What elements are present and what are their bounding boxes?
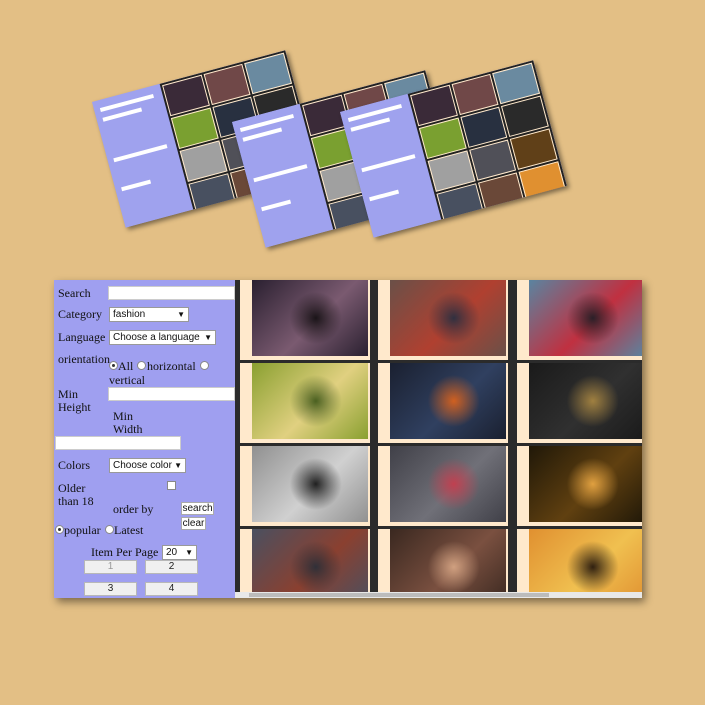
- older-label-2: than 18: [58, 494, 94, 508]
- chevron-down-icon: ▼: [204, 333, 212, 342]
- gallery-cell[interactable]: [517, 280, 642, 360]
- gallery-cell[interactable]: [517, 529, 642, 598]
- orientation-all-radio[interactable]: [109, 361, 118, 370]
- older-than-18-checkbox[interactable]: [167, 481, 176, 490]
- image-gallery: [235, 280, 642, 598]
- gallery-cell[interactable]: [240, 446, 370, 526]
- image-search-app: Search Category fashion ▼ Language Choos…: [54, 280, 642, 598]
- search-label: Search: [58, 286, 91, 300]
- orientation-horizontal-radio[interactable]: [137, 361, 146, 370]
- gallery-image-rolled-ties-closeup[interactable]: [529, 280, 642, 356]
- order-popular-radio[interactable]: [55, 525, 64, 534]
- page-button-2[interactable]: 2: [145, 560, 198, 574]
- gallery-image-woman-hair-black-white[interactable]: [252, 446, 368, 522]
- gallery-image-camera-and-ties[interactable]: [252, 529, 368, 598]
- gallery-cell[interactable]: [240, 280, 370, 360]
- orientation-label: orientation: [58, 352, 110, 366]
- min-width-label-2: Width: [113, 422, 143, 436]
- gallery-image-golden-ring-on-dark[interactable]: [529, 363, 642, 439]
- search-input[interactable]: [108, 286, 235, 300]
- order-latest-label: Latest: [114, 523, 144, 537]
- orientation-all-label: All: [118, 359, 134, 373]
- gallery-cell[interactable]: [240, 363, 370, 443]
- gallery-cell[interactable]: [240, 529, 370, 598]
- gallery-image-woman-with-lantern-night[interactable]: [390, 363, 506, 439]
- category-select[interactable]: fashion ▼: [109, 307, 189, 322]
- gallery-cell[interactable]: [378, 446, 508, 526]
- page-button-1[interactable]: 1: [84, 560, 137, 574]
- gallery-image-girl-reading-glowing-book[interactable]: [529, 446, 642, 522]
- language-select[interactable]: Choose a language ▼: [109, 330, 216, 345]
- gallery-image-woman-in-flower-field[interactable]: [252, 363, 368, 439]
- filter-panel: Search Category fashion ▼ Language Choos…: [54, 280, 235, 598]
- chevron-down-icon: ▼: [185, 548, 193, 557]
- colors-select[interactable]: Choose color ▼: [109, 458, 186, 473]
- order-by-label: order by: [113, 502, 154, 516]
- min-width-label: Min: [113, 409, 134, 423]
- page-button-4[interactable]: 4: [145, 582, 198, 596]
- gallery-cell[interactable]: [378, 529, 508, 598]
- min-height-input[interactable]: [108, 387, 235, 401]
- gallery-image-figure-in-dark-window-room[interactable]: [252, 280, 368, 356]
- order-latest-radio[interactable]: [105, 525, 114, 534]
- items-per-page-select[interactable]: 20 ▼: [162, 545, 197, 560]
- orientation-horizontal-label: horizontal: [147, 359, 196, 373]
- category-label: Category: [58, 307, 102, 321]
- items-per-page-label: Item Per Page: [91, 545, 159, 559]
- gallery-cell[interactable]: [378, 363, 508, 443]
- clear-button[interactable]: clear: [181, 517, 206, 530]
- horizontal-scrollbar[interactable]: [235, 592, 642, 598]
- search-button[interactable]: search: [181, 502, 214, 515]
- gallery-image-woman-taking-photo-hat[interactable]: [390, 446, 506, 522]
- order-popular-label: popular: [64, 523, 101, 537]
- orientation-vertical-label: vertical: [109, 373, 145, 387]
- chevron-down-icon: ▼: [174, 461, 182, 470]
- language-label: Language: [58, 330, 106, 344]
- orientation-vertical-radio[interactable]: [200, 361, 209, 370]
- colors-label: Colors: [58, 458, 91, 472]
- gallery-cell[interactable]: [517, 446, 642, 526]
- gallery-cell[interactable]: [517, 363, 642, 443]
- older-label: Older: [58, 481, 86, 495]
- language-value: Choose a language: [113, 332, 200, 343]
- chevron-down-icon: ▼: [177, 310, 185, 319]
- items-per-page-value: 20: [166, 547, 178, 558]
- gallery-image-rolled-colorful-ties[interactable]: [390, 280, 506, 356]
- gallery-image-hands-holding-phone-camera[interactable]: [390, 529, 506, 598]
- min-height-label-2: Height: [58, 400, 91, 414]
- gallery-cell[interactable]: [378, 280, 508, 360]
- page-button-3[interactable]: 3: [84, 582, 137, 596]
- min-width-input[interactable]: [55, 436, 181, 450]
- colors-value: Choose color: [113, 460, 172, 471]
- scrollbar-thumb[interactable]: [249, 593, 549, 597]
- gallery-image-cyclist-sunset[interactable]: [529, 529, 642, 598]
- category-value: fashion: [113, 309, 146, 320]
- min-height-label: Min: [58, 387, 79, 401]
